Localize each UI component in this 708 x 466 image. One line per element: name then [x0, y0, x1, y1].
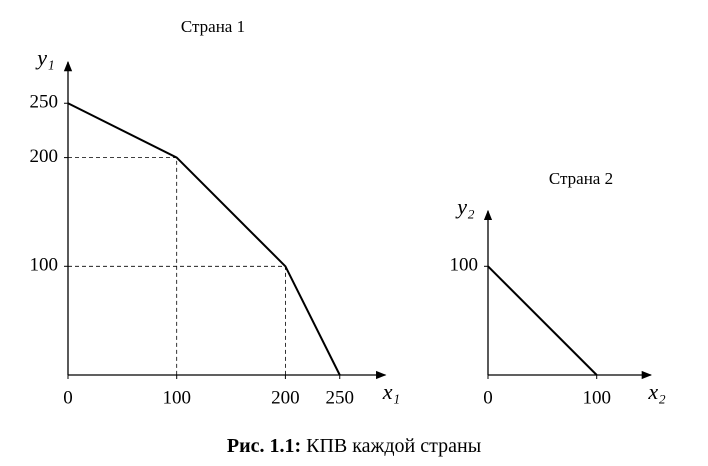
chart-title: Страна 2	[549, 169, 613, 188]
x-tick-label: 250	[326, 387, 355, 408]
y-tick-label: 250	[30, 92, 59, 113]
x-tick-label: 0	[63, 387, 73, 408]
x-axis-label: x₂	[647, 379, 666, 404]
ppf-line	[67, 102, 341, 376]
caption-text: КПВ каждой страны	[306, 435, 481, 457]
x-axis-label: x₁	[382, 379, 400, 404]
caption-label: Рис. 1.1:	[227, 435, 301, 457]
y-axis-label: y₁	[35, 45, 54, 70]
y-tick-label: 100	[450, 255, 479, 276]
x-tick-label: 100	[582, 387, 611, 408]
chart-title: Страна 1	[181, 17, 245, 36]
y-tick-label: 200	[30, 146, 59, 167]
x-tick-label: 200	[271, 387, 300, 408]
y-tick-label: 100	[30, 255, 59, 276]
ppf-line	[487, 265, 598, 376]
x-tick-label: 0	[483, 387, 493, 408]
x-tick-label: 100	[162, 387, 191, 408]
caption: Рис. 1.1: КПВ каждой страны	[227, 435, 481, 457]
y-axis-label: y₂	[455, 194, 475, 219]
